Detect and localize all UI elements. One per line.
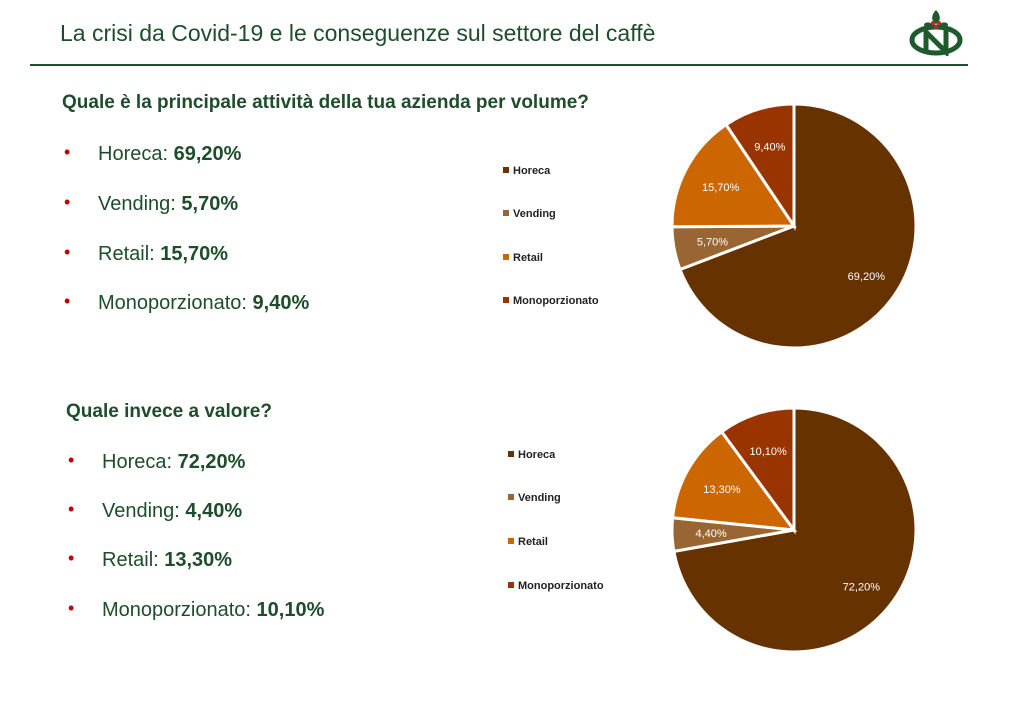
bullet-value: 13,30%	[164, 549, 233, 571]
bullet-icon: •	[68, 499, 75, 519]
bullet-icon: •	[64, 192, 71, 212]
legend-label: Horeca	[513, 165, 551, 177]
bullet-label: Vending:	[102, 500, 186, 522]
data-label: 69,20%	[848, 271, 886, 283]
bullet-value: 15,70%	[160, 243, 229, 265]
legend-swatch	[503, 297, 509, 303]
legend-swatch	[508, 451, 514, 457]
bullet-icon: •	[64, 242, 71, 262]
data-label: 72,20%	[843, 581, 881, 593]
bullet-icon: •	[68, 548, 75, 568]
question-volume: Quale è la principale attività della tua…	[62, 92, 589, 113]
logo-icon	[909, 10, 963, 56]
legend-label: Retail	[513, 252, 543, 264]
legend-item: Retail	[503, 252, 543, 264]
data-label: 4,40%	[695, 528, 726, 540]
bullet-item: • Monoporzionato: 10,10%	[68, 598, 325, 622]
bullet-item: • Horeca: 69,20%	[64, 142, 242, 166]
legend-item: Vending	[508, 492, 561, 504]
bullet-label: Monoporzionato:	[102, 599, 257, 621]
pie-slice-horeca	[678, 102, 918, 350]
legend-item: Vending	[503, 208, 556, 220]
pie-slice-retail	[670, 429, 798, 532]
data-label: 13,30%	[703, 484, 741, 496]
pie-slice-retail	[670, 122, 797, 229]
bullet-item: • Vending: 4,40%	[68, 499, 243, 523]
data-label: 5,70%	[697, 236, 728, 248]
legend-label: Retail	[518, 536, 548, 548]
legend-item: Horeca	[508, 449, 555, 461]
bullet-icon: •	[68, 598, 75, 618]
bullet-label: Horeca:	[102, 451, 178, 473]
bullet-label: Retail:	[102, 549, 165, 571]
pie-slice-monoporzionato	[719, 406, 796, 535]
legend-swatch	[503, 210, 509, 216]
legend-item: Monoporzionato	[508, 580, 604, 592]
data-label: 9,40%	[754, 142, 785, 154]
legend-item: Horeca	[503, 165, 550, 177]
bullet-icon: •	[68, 450, 75, 470]
legend-label: Monoporzionato	[513, 295, 599, 307]
legend-swatch	[503, 167, 509, 173]
bullet-icon: •	[64, 291, 71, 311]
legend-swatch	[508, 582, 514, 588]
bullet-item: • Retail: 15,70%	[64, 242, 229, 266]
slide-title: La crisi da Covid-19 e le conseguenze su…	[60, 20, 656, 46]
bullet-icon: •	[64, 142, 71, 162]
bullet-value: 4,40%	[185, 500, 243, 522]
bullet-label: Retail:	[98, 243, 161, 265]
legend-swatch	[508, 538, 514, 544]
bullet-label: Horeca:	[98, 143, 174, 165]
question-value: Quale invece a valore?	[66, 401, 272, 422]
legend-label: Monoporzionato	[518, 580, 604, 592]
bullet-item: • Monoporzionato: 9,40%	[64, 291, 310, 315]
bullet-item: • Vending: 5,70%	[64, 192, 239, 216]
bullet-value: 10,10%	[256, 599, 325, 621]
legend-swatch	[503, 254, 509, 260]
bullet-label: Vending:	[98, 193, 182, 215]
title-divider	[30, 64, 968, 66]
legend-label: Horeca	[518, 449, 556, 461]
data-label: 15,70%	[702, 182, 740, 194]
legend-swatch	[508, 494, 514, 500]
bullet-value: 9,40%	[252, 292, 310, 314]
bullet-item: • Retail: 13,30%	[68, 548, 233, 572]
legend-item: Monoporzionato	[503, 295, 599, 307]
bullet-value: 5,70%	[181, 193, 239, 215]
bullet-item: • Horeca: 72,20%	[68, 450, 246, 474]
legend-label: Vending	[518, 492, 561, 504]
data-label: 10,10%	[749, 446, 787, 458]
legend-item: Retail	[508, 536, 548, 548]
pie-slice-monoporzionato	[723, 102, 796, 231]
bullet-label: Monoporzionato:	[98, 292, 253, 314]
legend-label: Vending	[513, 208, 556, 220]
bullet-value: 69,20%	[173, 143, 242, 165]
bullet-value: 72,20%	[177, 451, 246, 473]
